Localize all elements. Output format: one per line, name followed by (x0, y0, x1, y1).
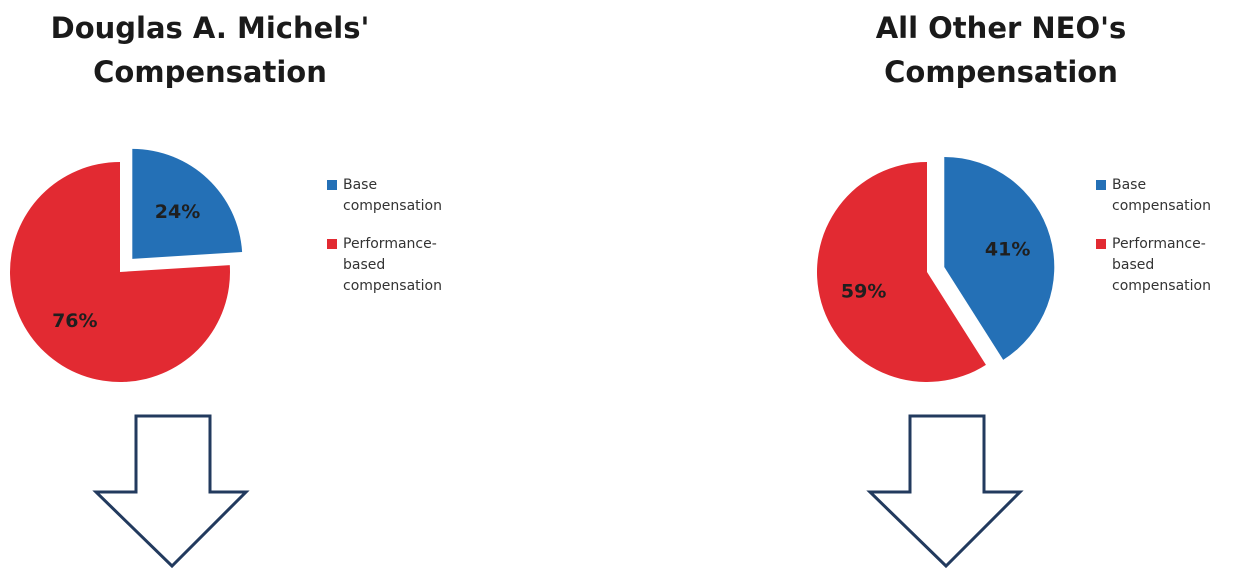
data-label-performance: 59% (841, 280, 886, 302)
pie-slice-base (944, 156, 1055, 360)
legend-swatch-base (1096, 180, 1106, 190)
chart-title: All Other NEO's Compensation (771, 6, 1231, 94)
pie-slice-performance (10, 161, 231, 382)
legend-item-performance: Performance- based compensation (1096, 234, 1232, 297)
legend-swatch-base (327, 180, 337, 190)
pie-slice-performance (816, 161, 986, 383)
legend-item-base: Base compensation (1096, 175, 1232, 217)
pie-slice-base (132, 148, 243, 259)
legend-label-base: Base compensation (1112, 177, 1211, 214)
data-label-performance: 76% (52, 310, 97, 332)
legend-item-base: Base compensation (327, 175, 463, 217)
chart-legend: Base compensation Performance- based com… (327, 175, 463, 297)
legend-swatch-performance (1096, 239, 1106, 249)
chart-title-line-2: Compensation (93, 55, 327, 89)
data-label-base: 41% (985, 239, 1030, 261)
legend-label-base: Base compensation (343, 177, 442, 214)
legend-label-performance: Performance- based compensation (343, 236, 442, 294)
down-arrow-icon (866, 414, 1024, 568)
chart-panel-other-neos: All Other NEO's Compensation 41% 59% Base… (621, 0, 1242, 568)
chart-title-line-2: Compensation (884, 55, 1118, 89)
chart-panel-michels: Douglas A. Michels' Compensation 24% 76% … (0, 6, 463, 568)
legend-swatch-performance (327, 239, 337, 249)
legend-item-performance: Performance- based compensation (327, 234, 463, 297)
chart-title-line-1: Douglas A. Michels' (50, 11, 370, 45)
chart-title-line-1: All Other NEO's (875, 11, 1127, 45)
legend-label-performance: Performance- based compensation (1112, 236, 1211, 294)
chart-title: Douglas A. Michels' Compensation (0, 6, 420, 94)
chart-legend: Base compensation Performance- based com… (1096, 175, 1232, 297)
data-label-base: 24% (155, 201, 200, 223)
pie-chart: 41% 59% (816, 156, 1055, 383)
pie-chart: 24% 76% (10, 148, 243, 382)
down-arrow-icon (92, 414, 250, 568)
